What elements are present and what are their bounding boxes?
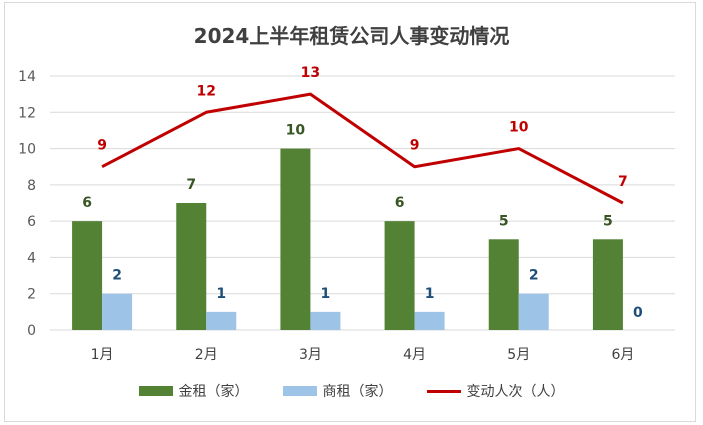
x-tick-label: 4月 [403,347,426,363]
data-label-commercial-leasing: 1 [321,286,331,302]
x-tick-label: 1月 [91,347,114,363]
data-label-commercial-leasing: 1 [216,286,226,302]
bar-commercial-leasing [206,311,237,330]
data-label-financial-leasing: 5 [499,213,509,229]
legend-label-personnel-changes: 变动人次（人） [466,384,565,400]
data-label-personnel-changes: 9 [97,138,107,154]
chart-area[interactable] [4,2,696,422]
y-tick-label: 14 [18,69,36,85]
legend-swatch-personnel-changes [426,389,461,393]
x-tick-label: 2月 [195,347,218,363]
data-label-commercial-leasing: 2 [112,268,122,284]
data-label-commercial-leasing: 0 [633,305,643,321]
legend-swatch-financial-leasing [138,386,173,396]
y-tick-label: 8 [27,178,36,194]
y-tick-label: 2 [27,287,36,303]
bar-commercial-leasing [310,311,341,330]
bar-financial-leasing [72,221,103,330]
y-tick-label: 12 [18,105,36,121]
bar-financial-leasing [280,148,311,330]
legend: 金租（家） 商租（家） 变动人次（人） [0,381,703,401]
legend-item-commercial-leasing: 商租（家） [282,381,393,401]
legend-label-financial-leasing: 金租（家） [178,384,249,400]
line-personnel-changes [101,92,624,205]
data-label-personnel-changes: 13 [301,65,320,81]
data-label-personnel-changes: 9 [410,138,420,154]
y-tick-label: 6 [27,214,36,230]
bar-financial-leasing [384,221,415,330]
data-label-financial-leasing: 5 [603,213,613,229]
legend-item-financial-leasing: 金租（家） [138,381,249,401]
data-label-commercial-leasing: 2 [529,268,539,284]
data-label-commercial-leasing: 1 [425,286,435,302]
data-label-financial-leasing: 6 [395,195,405,211]
bar-financial-leasing [592,239,623,330]
data-label-financial-leasing: 7 [186,177,196,193]
bar-commercial-leasing [518,293,549,330]
data-label-financial-leasing: 6 [82,195,92,211]
legend-item-personnel-changes: 变动人次（人） [426,381,565,401]
x-tick-label: 3月 [299,347,322,363]
x-tick-label: 5月 [507,347,530,363]
y-tick-label: 10 [18,142,36,158]
x-tick-label: 6月 [611,347,634,363]
legend-swatch-commercial-leasing [282,386,317,396]
data-label-personnel-changes: 12 [197,83,216,99]
data-label-personnel-changes: 10 [509,120,529,136]
chart-title: 2024上半年租赁公司人事变动情况 [193,24,510,48]
data-label-personnel-changes: 7 [618,174,628,190]
y-tick-label: 0 [27,323,36,339]
data-label-financial-leasing: 10 [286,123,306,139]
bar-commercial-leasing [102,293,133,330]
bar-financial-leasing [176,203,207,330]
bar-financial-leasing [488,239,519,330]
y-tick-label: 4 [27,250,36,266]
legend-label-commercial-leasing: 商租（家） [322,384,393,400]
bar-commercial-leasing [414,311,445,330]
